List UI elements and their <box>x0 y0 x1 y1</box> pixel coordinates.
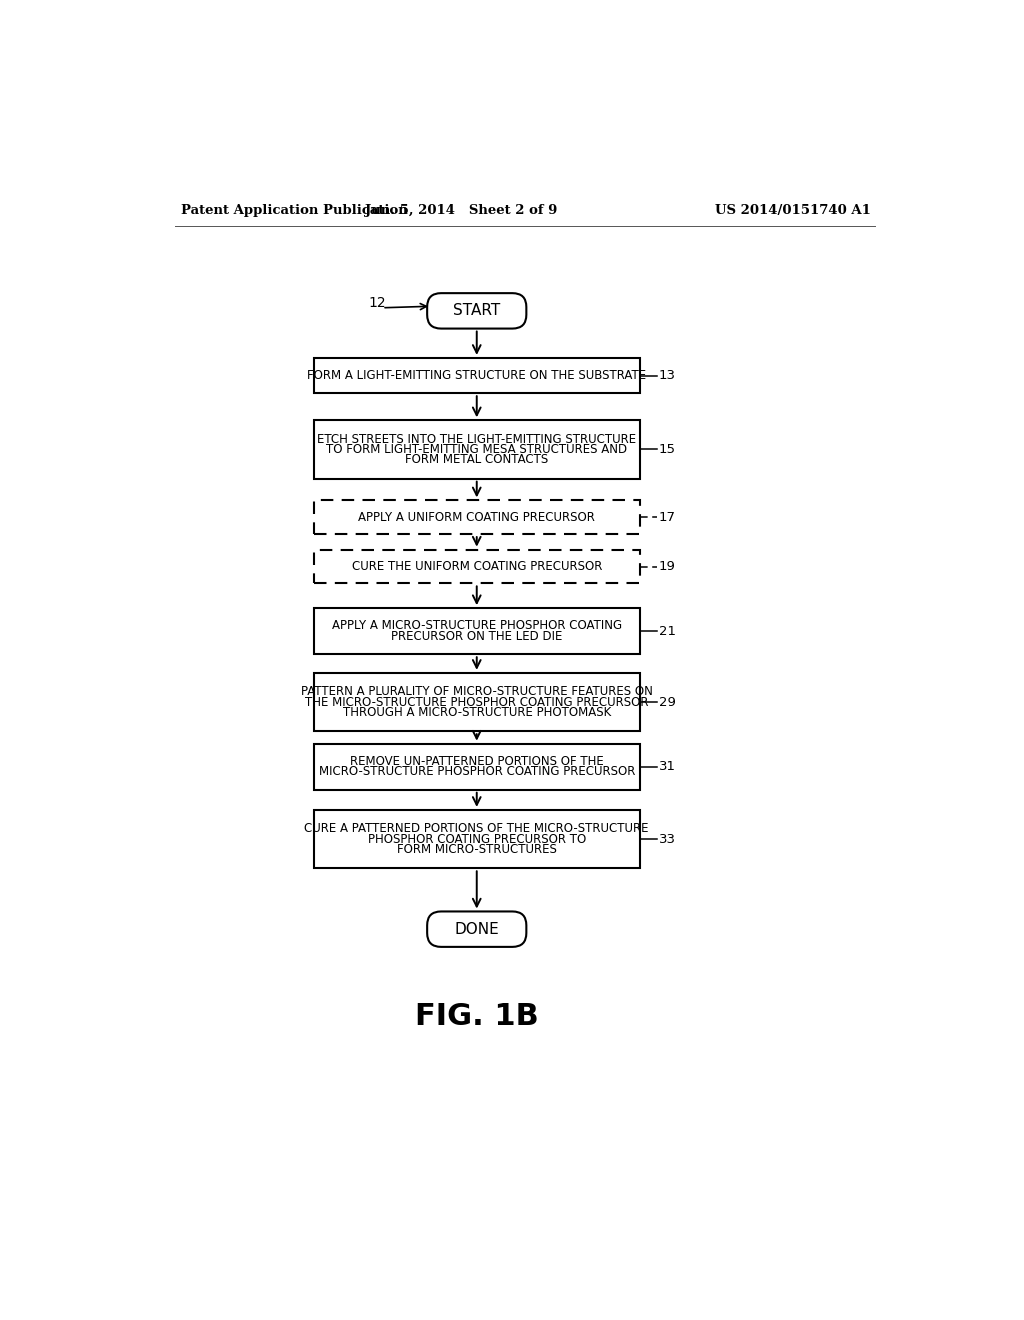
Text: 15: 15 <box>658 444 676 455</box>
FancyBboxPatch shape <box>427 293 526 329</box>
Text: PRECURSOR ON THE LED DIE: PRECURSOR ON THE LED DIE <box>391 630 562 643</box>
Text: APPLY A MICRO-STRUCTURE PHOSPHOR COATING: APPLY A MICRO-STRUCTURE PHOSPHOR COATING <box>332 619 622 632</box>
Text: FORM METAL CONTACTS: FORM METAL CONTACTS <box>406 453 549 466</box>
Text: 29: 29 <box>658 696 676 709</box>
Text: MICRO-STRUCTURE PHOSPHOR COATING PRECURSOR: MICRO-STRUCTURE PHOSPHOR COATING PRECURS… <box>318 766 635 779</box>
Text: CURE THE UNIFORM COATING PRECURSOR: CURE THE UNIFORM COATING PRECURSOR <box>351 560 602 573</box>
Text: Jun. 5, 2014   Sheet 2 of 9: Jun. 5, 2014 Sheet 2 of 9 <box>366 205 557 218</box>
Text: 12: 12 <box>369 296 386 310</box>
Text: FORM A LIGHT-EMITTING STRUCTURE ON THE SUBSTRATE: FORM A LIGHT-EMITTING STRUCTURE ON THE S… <box>307 370 646 381</box>
Text: 13: 13 <box>658 370 676 381</box>
Bar <box>314 549 640 583</box>
Text: US 2014/0151740 A1: US 2014/0151740 A1 <box>715 205 870 218</box>
Bar <box>314 500 640 535</box>
Text: 31: 31 <box>658 760 676 774</box>
Text: PHOSPHOR COATING PRECURSOR TO: PHOSPHOR COATING PRECURSOR TO <box>368 833 586 846</box>
Text: TO FORM LIGHT-EMITTING MESA STRUCTURES AND: TO FORM LIGHT-EMITTING MESA STRUCTURES A… <box>327 444 628 455</box>
Text: THROUGH A MICRO-STRUCTURE PHOTOMASK: THROUGH A MICRO-STRUCTURE PHOTOMASK <box>343 706 611 719</box>
Bar <box>314 810 640 869</box>
Text: CURE A PATTERNED PORTIONS OF THE MICRO-STRUCTURE: CURE A PATTERNED PORTIONS OF THE MICRO-S… <box>304 822 649 836</box>
Text: 17: 17 <box>658 511 676 524</box>
Text: START: START <box>454 304 501 318</box>
Bar <box>314 420 640 479</box>
Text: DONE: DONE <box>455 921 499 937</box>
Text: FIG. 1B: FIG. 1B <box>415 1002 539 1031</box>
Text: ETCH STREETS INTO THE LIGHT-EMITTING STRUCTURE: ETCH STREETS INTO THE LIGHT-EMITTING STR… <box>317 433 636 446</box>
Text: REMOVE UN-PATTERNED PORTIONS OF THE: REMOVE UN-PATTERNED PORTIONS OF THE <box>350 755 603 768</box>
Text: PATTERN A PLURALITY OF MICRO-STRUCTURE FEATURES ON: PATTERN A PLURALITY OF MICRO-STRUCTURE F… <box>301 685 652 698</box>
Bar <box>314 743 640 789</box>
Text: 19: 19 <box>658 560 676 573</box>
Bar <box>314 673 640 731</box>
Bar <box>314 609 640 655</box>
FancyBboxPatch shape <box>427 911 526 946</box>
Text: 21: 21 <box>658 624 676 638</box>
Text: 33: 33 <box>658 833 676 846</box>
Text: THE MICRO-STRUCTURE PHOSPHOR COATING PRECURSOR: THE MICRO-STRUCTURE PHOSPHOR COATING PRE… <box>305 696 648 709</box>
Bar <box>314 358 640 393</box>
Text: APPLY A UNIFORM COATING PRECURSOR: APPLY A UNIFORM COATING PRECURSOR <box>358 511 595 524</box>
Text: Patent Application Publication: Patent Application Publication <box>180 205 408 218</box>
Text: FORM MICRO-STRUCTURES: FORM MICRO-STRUCTURES <box>397 843 557 855</box>
